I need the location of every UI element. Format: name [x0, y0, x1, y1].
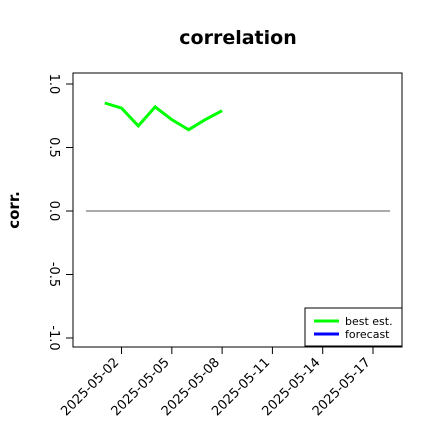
- series-layer: [104, 101, 223, 132]
- series-line-best-est: [104, 101, 223, 132]
- y-axis: -1.0 -0.5 0.0 0.5 1.0: [46, 74, 73, 351]
- y-tick-label: 1.0: [46, 74, 61, 95]
- y-axis-label: corr.: [5, 191, 23, 229]
- chart-title: correlation: [179, 27, 296, 49]
- legend: best est. forecast: [304, 307, 403, 347]
- y-tick-label: -0.5: [46, 262, 61, 287]
- legend-label-forecast: forecast: [345, 328, 390, 341]
- x-axis: 2025-05-022025-05-052025-05-082025-05-11…: [58, 347, 374, 419]
- legend-label-best-est: best est.: [345, 315, 393, 328]
- y-tick-label: 0.5: [46, 137, 61, 158]
- y-tick-label: -1.0: [46, 325, 61, 350]
- y-tick-label: 0.0: [46, 201, 61, 222]
- plot-frame: [72, 72, 403, 348]
- legend-box: [304, 307, 403, 347]
